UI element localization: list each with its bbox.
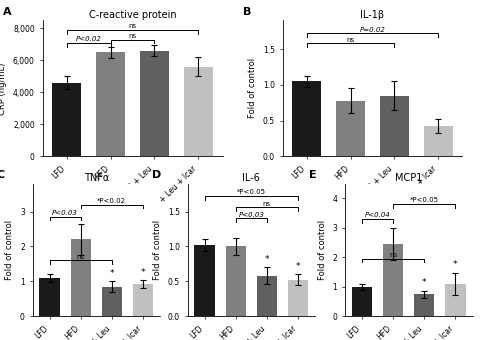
- Text: P<0.03: P<0.03: [238, 212, 264, 218]
- Text: *P<0.05: *P<0.05: [410, 198, 439, 203]
- Text: *P<0.02: *P<0.02: [98, 198, 126, 204]
- Bar: [336, 101, 365, 156]
- Bar: [292, 81, 321, 156]
- Bar: [288, 280, 308, 316]
- Text: P<0.02: P<0.02: [76, 36, 102, 42]
- Title: TNFα: TNFα: [84, 173, 109, 183]
- Text: P=0.02: P=0.02: [360, 27, 386, 33]
- Text: D: D: [152, 170, 161, 180]
- Text: C: C: [0, 170, 5, 180]
- Text: *: *: [110, 269, 114, 278]
- Y-axis label: Fold of control: Fold of control: [318, 220, 327, 280]
- Bar: [383, 244, 404, 316]
- Bar: [96, 52, 125, 156]
- Text: *P<0.05: *P<0.05: [237, 189, 266, 196]
- Bar: [102, 287, 122, 316]
- Text: *: *: [140, 268, 145, 277]
- Text: ns: ns: [262, 201, 271, 207]
- Text: *: *: [453, 260, 458, 269]
- Bar: [133, 284, 153, 316]
- Text: *: *: [264, 255, 269, 264]
- Text: ns: ns: [128, 33, 136, 39]
- Text: ns: ns: [76, 254, 85, 260]
- Text: *: *: [422, 278, 426, 287]
- Bar: [52, 83, 81, 156]
- Title: C-reactive protein: C-reactive protein: [88, 10, 176, 20]
- Bar: [352, 287, 372, 316]
- Bar: [414, 294, 434, 316]
- Title: IL-6: IL-6: [242, 173, 260, 183]
- Bar: [226, 246, 246, 316]
- Text: B: B: [243, 7, 252, 17]
- Bar: [424, 126, 452, 156]
- Bar: [70, 239, 91, 316]
- Text: ns: ns: [346, 36, 354, 42]
- Text: P<0.04: P<0.04: [364, 212, 390, 218]
- Y-axis label: CRP (ng/mL): CRP (ng/mL): [0, 62, 8, 115]
- Bar: [194, 245, 214, 316]
- Text: ns: ns: [128, 23, 136, 29]
- Bar: [380, 96, 408, 156]
- Bar: [256, 276, 277, 316]
- Title: MCP1: MCP1: [395, 173, 422, 183]
- Text: *: *: [296, 262, 300, 271]
- Text: A: A: [3, 7, 12, 17]
- Text: E: E: [310, 170, 317, 180]
- Y-axis label: Fold of control: Fold of control: [248, 58, 257, 118]
- Text: P<0.03: P<0.03: [52, 210, 78, 216]
- Text: ns: ns: [389, 252, 398, 258]
- Y-axis label: Fold of control: Fold of control: [153, 220, 162, 280]
- Bar: [140, 51, 168, 156]
- Y-axis label: Fold of control: Fold of control: [6, 220, 15, 280]
- Bar: [446, 284, 466, 316]
- Bar: [184, 67, 212, 156]
- Bar: [40, 278, 60, 316]
- Title: IL-1β: IL-1β: [360, 10, 384, 20]
